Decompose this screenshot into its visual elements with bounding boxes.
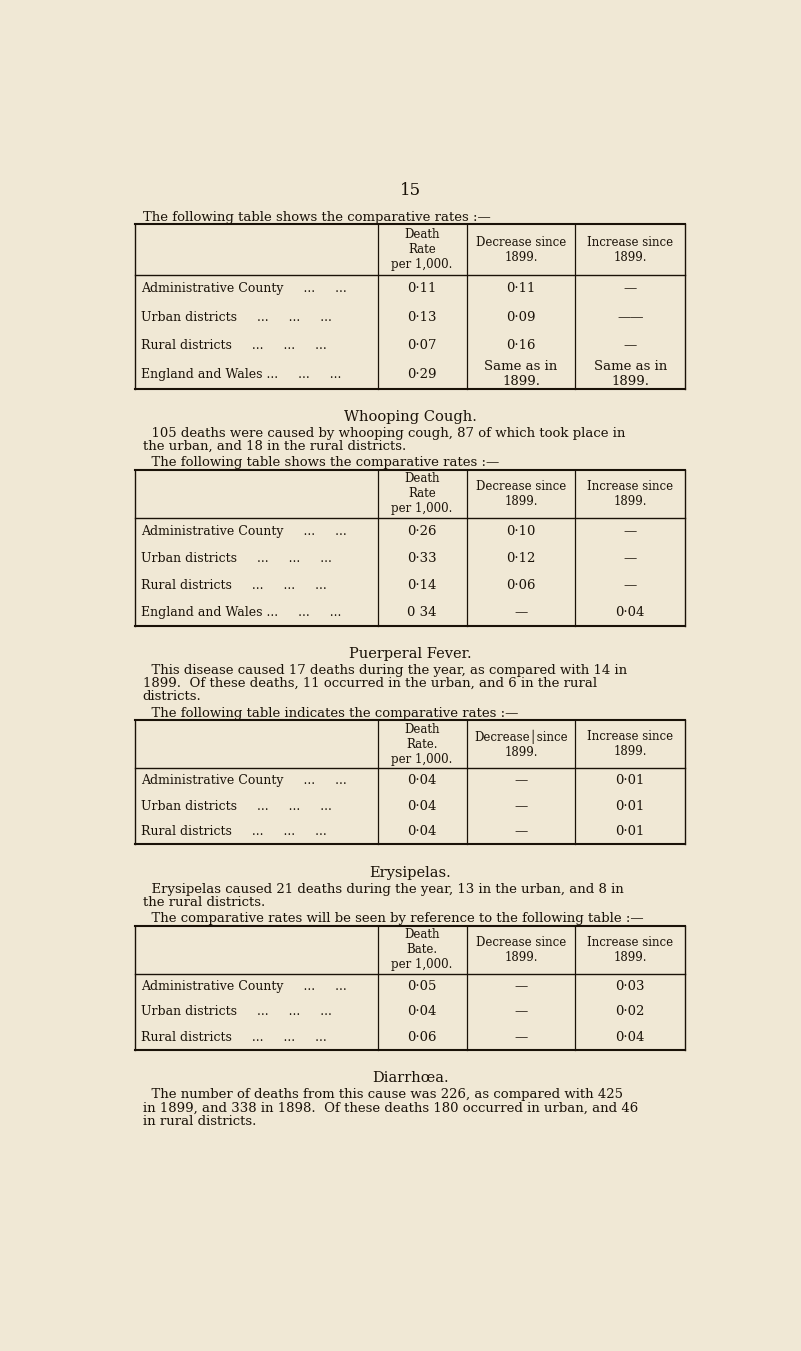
Text: 105 deaths were caused by whooping cough, 87 of which took place in: 105 deaths were caused by whooping cough… (143, 427, 625, 440)
Text: the urban, and 18 in the rural districts.: the urban, and 18 in the rural districts… (143, 440, 406, 453)
Text: 0 34: 0 34 (408, 605, 437, 619)
Text: 0·33: 0·33 (408, 551, 437, 565)
Text: Increase since
1899.: Increase since 1899. (587, 235, 674, 263)
Text: 0·11: 0·11 (408, 282, 437, 296)
Text: 0·13: 0·13 (408, 311, 437, 324)
Text: 0·04: 0·04 (408, 825, 437, 838)
Text: —: — (514, 1031, 528, 1044)
Text: The number of deaths from this cause was 226, as compared with 425: The number of deaths from this cause was… (143, 1089, 622, 1101)
Text: Urban districts     ...     ...     ...: Urban districts ... ... ... (141, 1005, 332, 1019)
Text: Death
Rate
per 1,000.: Death Rate per 1,000. (392, 473, 453, 516)
Text: Death
Bate.
per 1,000.: Death Bate. per 1,000. (392, 928, 453, 971)
Text: Rural districts     ...     ...     ...: Rural districts ... ... ... (141, 578, 327, 592)
Text: 0·01: 0·01 (615, 825, 645, 838)
Text: The following table shows the comparative rates :—: The following table shows the comparativ… (143, 211, 490, 224)
Text: Rural districts     ...     ...     ...: Rural districts ... ... ... (141, 1031, 327, 1044)
Text: Puerperal Fever.: Puerperal Fever. (348, 647, 472, 661)
Text: —: — (624, 578, 637, 592)
Text: districts.: districts. (143, 690, 202, 704)
Text: 0·26: 0·26 (408, 524, 437, 538)
Text: 0·01: 0·01 (615, 774, 645, 788)
Text: in rural districts.: in rural districts. (143, 1115, 256, 1128)
Text: 0·04: 0·04 (408, 800, 437, 813)
Text: Administrative County     ...     ...: Administrative County ... ... (141, 979, 347, 993)
Text: Increase since
1899.: Increase since 1899. (587, 480, 674, 508)
Text: Decrease│since
1899.: Decrease│since 1899. (474, 730, 568, 759)
Text: the rural districts.: the rural districts. (143, 896, 265, 909)
Text: —: — (514, 605, 528, 619)
Text: 0·09: 0·09 (506, 311, 536, 324)
Text: Increase since
1899.: Increase since 1899. (587, 936, 674, 963)
Text: England and Wales ...     ...     ...: England and Wales ... ... ... (141, 605, 341, 619)
Text: 0·07: 0·07 (408, 339, 437, 353)
Text: 0·02: 0·02 (615, 1005, 645, 1019)
Text: 0·16: 0·16 (506, 339, 536, 353)
Text: 0·11: 0·11 (506, 282, 536, 296)
Text: Urban districts     ...     ...     ...: Urban districts ... ... ... (141, 551, 332, 565)
Text: 0·03: 0·03 (615, 979, 645, 993)
Text: 0·04: 0·04 (615, 1031, 645, 1044)
Text: Death
Rate
per 1,000.: Death Rate per 1,000. (392, 228, 453, 272)
Text: —: — (514, 1005, 528, 1019)
Text: The following table shows the comparative rates :—: The following table shows the comparativ… (143, 457, 499, 469)
Text: —: — (514, 979, 528, 993)
Text: Diarrhœa.: Diarrhœa. (372, 1071, 449, 1085)
Text: 0·12: 0·12 (506, 551, 536, 565)
Text: —: — (624, 339, 637, 353)
Text: Rural districts     ...     ...     ...: Rural districts ... ... ... (141, 825, 327, 838)
Text: 0·06: 0·06 (506, 578, 536, 592)
Text: Whooping Cough.: Whooping Cough. (344, 411, 477, 424)
Text: 0·01: 0·01 (615, 800, 645, 813)
Text: Urban districts     ...     ...     ...: Urban districts ... ... ... (141, 311, 332, 324)
Text: —: — (514, 825, 528, 838)
Text: 0·06: 0·06 (408, 1031, 437, 1044)
Text: Urban districts     ...     ...     ...: Urban districts ... ... ... (141, 800, 332, 813)
Text: 0·14: 0·14 (408, 578, 437, 592)
Text: in 1899, and 338 in 1898.  Of these deaths 180 occurred in urban, and 46: in 1899, and 338 in 1898. Of these death… (143, 1101, 638, 1115)
Text: 0·10: 0·10 (506, 524, 536, 538)
Text: —: — (624, 551, 637, 565)
Text: This disease caused 17 deaths during the year, as compared with 14 in: This disease caused 17 deaths during the… (143, 665, 627, 677)
Text: Same as in
1899.: Same as in 1899. (594, 361, 667, 388)
Text: Decrease since
1899.: Decrease since 1899. (476, 936, 566, 963)
Text: 0·04: 0·04 (408, 774, 437, 788)
Text: —: — (624, 282, 637, 296)
Text: Same as in
1899.: Same as in 1899. (485, 361, 557, 388)
Text: 1899.  Of these deaths, 11 occurred in the urban, and 6 in the rural: 1899. Of these deaths, 11 occurred in th… (143, 677, 597, 690)
Text: Administrative County     ...     ...: Administrative County ... ... (141, 774, 347, 788)
Text: —: — (514, 774, 528, 788)
Text: 0·29: 0·29 (408, 367, 437, 381)
Text: Decrease since
1899.: Decrease since 1899. (476, 235, 566, 263)
Text: 0·04: 0·04 (615, 605, 645, 619)
Text: Rural districts     ...     ...     ...: Rural districts ... ... ... (141, 339, 327, 353)
Text: Decrease since
1899.: Decrease since 1899. (476, 480, 566, 508)
Text: Erysipelas caused 21 deaths during the year, 13 in the urban, and 8 in: Erysipelas caused 21 deaths during the y… (143, 882, 623, 896)
Text: Death
Rate.
per 1,000.: Death Rate. per 1,000. (392, 723, 453, 766)
Text: Administrative County     ...     ...: Administrative County ... ... (141, 282, 347, 296)
Text: Administrative County     ...     ...: Administrative County ... ... (141, 524, 347, 538)
Text: 0·04: 0·04 (408, 1005, 437, 1019)
Text: —: — (514, 800, 528, 813)
Text: Erysipelas.: Erysipelas. (369, 866, 451, 880)
Text: ——: —— (617, 311, 643, 324)
Text: 15: 15 (400, 182, 421, 199)
Text: The following table indicates the comparative rates :—: The following table indicates the compar… (143, 707, 518, 720)
Text: —: — (624, 524, 637, 538)
Text: Increase since
1899.: Increase since 1899. (587, 731, 674, 758)
Text: 0·05: 0·05 (408, 979, 437, 993)
Text: England and Wales ...     ...     ...: England and Wales ... ... ... (141, 367, 341, 381)
Text: The comparative rates will be seen by reference to the following table :—: The comparative rates will be seen by re… (143, 912, 643, 925)
